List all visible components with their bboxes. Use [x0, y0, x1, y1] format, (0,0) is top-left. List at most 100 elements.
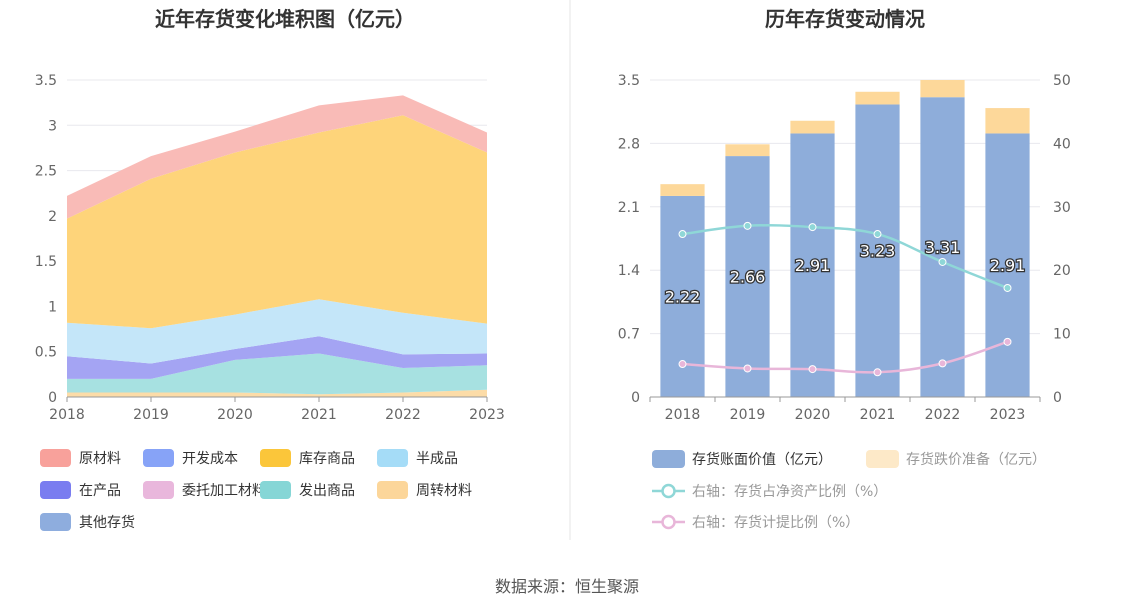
bar-impairment: [920, 80, 965, 98]
x-tick-label: 2018: [665, 407, 701, 423]
bar-value-label: 3.31: [925, 238, 961, 257]
line-point: [938, 359, 947, 368]
legend-label: 在产品: [79, 483, 121, 499]
bar-impairment: [660, 184, 705, 196]
y-left-tick-label: 1.4: [618, 263, 640, 279]
left-chart-title: 近年存货变化堆积图（亿元）: [155, 7, 415, 31]
area-发出商品: [67, 353, 487, 395]
legend-swatch: [260, 481, 291, 499]
x-tick-label: 2019: [730, 407, 766, 423]
bar-impairment: [985, 108, 1030, 134]
y-tick-label: 1: [48, 299, 57, 315]
legend-swatch: [866, 450, 899, 468]
legend-swatch: [40, 513, 71, 531]
area-原材料: [67, 95, 487, 219]
x-tick-label: 2022: [385, 407, 421, 423]
line-point: [808, 223, 817, 232]
bar-value-label: 2.91: [990, 256, 1026, 275]
bar-impairment: [855, 91, 900, 105]
legend-label: 半成品: [416, 451, 458, 467]
x-tick-label: 2018: [49, 407, 85, 423]
y-right-tick-label: 0: [1053, 390, 1062, 406]
y-right-tick-label: 30: [1053, 200, 1071, 216]
area-库存商品: [67, 115, 487, 329]
y-tick-label: 0.5: [35, 345, 57, 361]
legend-label: 右轴：存货占净资产比例（%）: [692, 483, 887, 500]
x-tick-label: 2023: [469, 407, 505, 423]
y-left-tick-label: 2.1: [618, 200, 640, 216]
x-tick-label: 2020: [795, 407, 831, 423]
bar-impairment: [790, 120, 835, 134]
legend-swatch: [377, 481, 408, 499]
y-left-tick-label: 2.8: [618, 136, 640, 152]
y-tick-label: 0: [48, 390, 57, 406]
legend-label: 库存商品: [299, 451, 355, 467]
y-tick-label: 2: [48, 209, 57, 225]
y-left-tick-label: 0: [631, 390, 640, 406]
legend-swatch: [260, 449, 291, 467]
bar-impairment: [725, 144, 770, 157]
line-point: [678, 230, 687, 239]
stacked-area-chart: 近年存货变化堆积图（亿元） 0 0.5 1 1.5 2 2.5 3 3.5 2018 2019 202…: [35, 7, 505, 531]
line-point: [938, 257, 947, 266]
line-右轴：存货计提比例（%）: [682, 340, 1008, 374]
line-point: [873, 368, 882, 377]
bar-book-value: [855, 104, 900, 397]
legend-label: 原材料: [79, 451, 121, 467]
line-point: [743, 221, 752, 230]
y-left-tick-label: 0.7: [618, 327, 640, 343]
bar-line-chart: 历年存货变动情况 0 0.7 1.4 2.1 2.8 3.5 0 10 20 30 40 50 2018 2…: [618, 7, 1071, 531]
legend-label: 右轴：存货计提比例（%）: [692, 514, 859, 531]
bar-book-value: [920, 97, 965, 398]
legend-swatch: [377, 449, 408, 467]
line-point: [1003, 337, 1012, 346]
y-tick-label: 1.5: [35, 254, 57, 270]
y-right-tick-label: 50: [1053, 73, 1071, 89]
y-tick-label: 2.5: [35, 164, 57, 180]
legend-label: 开发成本: [182, 451, 238, 467]
bar-book-value: [985, 133, 1030, 398]
legend-swatch: [40, 449, 71, 467]
line-point: [743, 364, 752, 373]
line-右轴：存货占净资产比例（%）: [682, 224, 1008, 290]
x-tick-label: 2021: [301, 407, 337, 423]
legend-swatch: [40, 481, 71, 499]
x-tick-label: 2021: [860, 407, 896, 423]
bar-book-value: [725, 156, 770, 397]
bar-value-label: 2.66: [730, 268, 766, 287]
right-chart-title: 历年存货变动情况: [765, 7, 925, 31]
line-point: [808, 365, 817, 374]
y-right-tick-label: 10: [1053, 327, 1071, 343]
legend-label: 存货跌价准备（亿元）: [906, 451, 1046, 468]
legend-label: 发出商品: [299, 483, 355, 499]
area-半成品: [67, 299, 487, 364]
bar-value-label: 2.22: [665, 287, 701, 306]
bar-value-label: 3.23: [860, 242, 896, 261]
bar-book-value: [790, 133, 835, 398]
x-tick-label: 2022: [925, 407, 961, 423]
legend-swatch: [143, 481, 174, 499]
x-tick-label: 2023: [990, 407, 1026, 423]
x-tick-label: 2020: [217, 407, 253, 423]
legend-label: 委托加工材料: [182, 483, 266, 499]
x-tick-label: 2019: [133, 407, 169, 423]
y-right-tick-label: 40: [1053, 136, 1071, 152]
line-point: [678, 360, 687, 369]
bar-value-label: 2.91: [795, 256, 831, 275]
line-point: [1003, 283, 1012, 292]
legend-swatch: [143, 449, 174, 467]
legend-label: 存货账面价值（亿元）: [692, 451, 832, 468]
y-tick-label: 3.5: [35, 73, 57, 89]
legend-label: 周转材料: [416, 483, 472, 499]
legend-marker: [661, 514, 676, 530]
y-tick-label: 3: [48, 118, 57, 134]
line-point: [873, 230, 882, 239]
data-source: 数据来源：恒生聚源: [495, 577, 639, 596]
legend-swatch: [652, 450, 685, 468]
legend-marker: [661, 483, 676, 499]
legend-label: 其他存货: [79, 514, 135, 531]
area-在产品: [67, 336, 487, 379]
y-left-tick-label: 3.5: [618, 73, 640, 89]
y-right-tick-label: 20: [1053, 263, 1071, 279]
